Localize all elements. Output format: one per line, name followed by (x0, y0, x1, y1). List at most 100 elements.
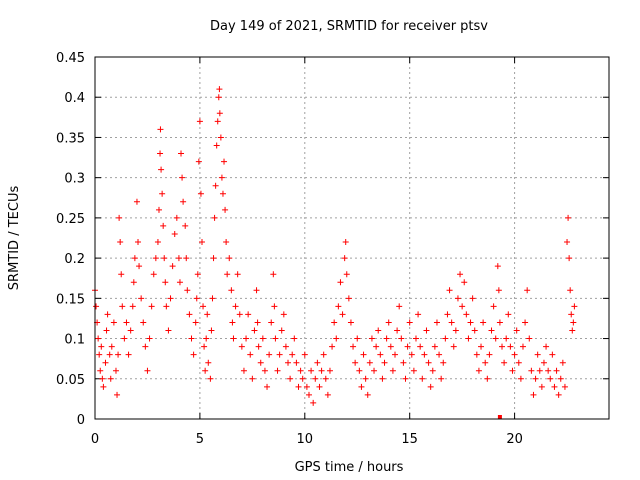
data-point (526, 335, 533, 342)
data-point (204, 311, 211, 318)
data-point (549, 351, 556, 358)
data-point (387, 343, 394, 350)
data-point (538, 383, 545, 390)
data-point (507, 343, 514, 350)
data-point (354, 335, 361, 342)
data-point (501, 359, 508, 366)
data-point (561, 383, 568, 390)
data-point (160, 222, 167, 229)
data-point (228, 287, 235, 294)
data-point (528, 367, 535, 374)
data-point (257, 359, 264, 366)
data-point (373, 343, 380, 350)
data-point (238, 343, 245, 350)
data-point (102, 359, 109, 366)
data-point (104, 311, 111, 318)
data-point (322, 375, 329, 382)
data-point (314, 359, 321, 366)
data-point (155, 206, 162, 213)
data-point (193, 295, 200, 302)
data-point (565, 214, 572, 221)
data-point (326, 367, 333, 374)
data-point (362, 375, 369, 382)
data-point (555, 391, 562, 398)
data-point (379, 375, 386, 382)
data-point (194, 271, 201, 278)
data-point (226, 255, 233, 262)
y-tick-label: 0.15 (56, 292, 85, 307)
data-point (536, 367, 543, 374)
chart-title: Day 149 of 2021, SRMTID for receiver pts… (210, 19, 488, 34)
grid-lines (95, 57, 609, 419)
data-point (383, 335, 390, 342)
data-point (305, 391, 312, 398)
data-point (350, 343, 357, 350)
data-point (211, 214, 218, 221)
data-point (419, 375, 426, 382)
data-point (205, 359, 212, 366)
y-tick-label: 0.45 (56, 51, 85, 66)
data-point (287, 375, 294, 382)
data-point (180, 198, 187, 205)
y-tick-label: 0 (77, 413, 85, 428)
data-point (214, 118, 221, 125)
data-point (171, 230, 178, 237)
data-point (116, 214, 123, 221)
data-point (157, 150, 164, 157)
data-point (93, 303, 100, 310)
data-point (161, 255, 168, 262)
data-point (570, 319, 577, 326)
data-point (280, 311, 287, 318)
data-point (499, 343, 506, 350)
data-point (519, 343, 526, 350)
data-point (253, 287, 260, 294)
x-tick-label: 0 (91, 432, 99, 447)
data-point (465, 335, 472, 342)
data-point (545, 367, 552, 374)
data-point (255, 343, 262, 350)
data-point (223, 239, 230, 246)
data-point (515, 359, 522, 366)
data-point (553, 367, 560, 374)
data-point (131, 255, 138, 262)
data-point (522, 319, 529, 326)
data-point (568, 311, 575, 318)
data-point (210, 255, 217, 262)
data-point (295, 383, 302, 390)
data-point (316, 383, 323, 390)
y-tick-label: 0.05 (56, 373, 85, 388)
data-point (184, 287, 191, 294)
data-point (566, 255, 573, 262)
data-point (135, 239, 142, 246)
data-point (343, 271, 350, 278)
data-point (569, 327, 576, 334)
data-point (216, 110, 223, 117)
data-point (207, 375, 214, 382)
data-point (100, 383, 107, 390)
data-point (478, 343, 485, 350)
data-point (389, 367, 396, 374)
x-tick-label: 5 (196, 432, 204, 447)
data-point (230, 335, 237, 342)
data-point (219, 190, 226, 197)
data-point (488, 327, 495, 334)
data-point (216, 86, 223, 93)
data-point (208, 327, 215, 334)
data-point (117, 239, 124, 246)
data-point (157, 126, 164, 133)
data-point (358, 383, 365, 390)
data-point (467, 319, 474, 326)
data-point (251, 327, 258, 334)
data-point (415, 311, 422, 318)
data-point (138, 295, 145, 302)
data-point (150, 271, 157, 278)
data-point (148, 303, 155, 310)
data-point (406, 319, 413, 326)
y-tick-label: 0.1 (64, 333, 85, 348)
data-point (152, 255, 159, 262)
data-point (331, 319, 338, 326)
data-point (247, 351, 254, 358)
data-point (423, 327, 430, 334)
data-point (402, 375, 409, 382)
data-point (261, 367, 268, 374)
